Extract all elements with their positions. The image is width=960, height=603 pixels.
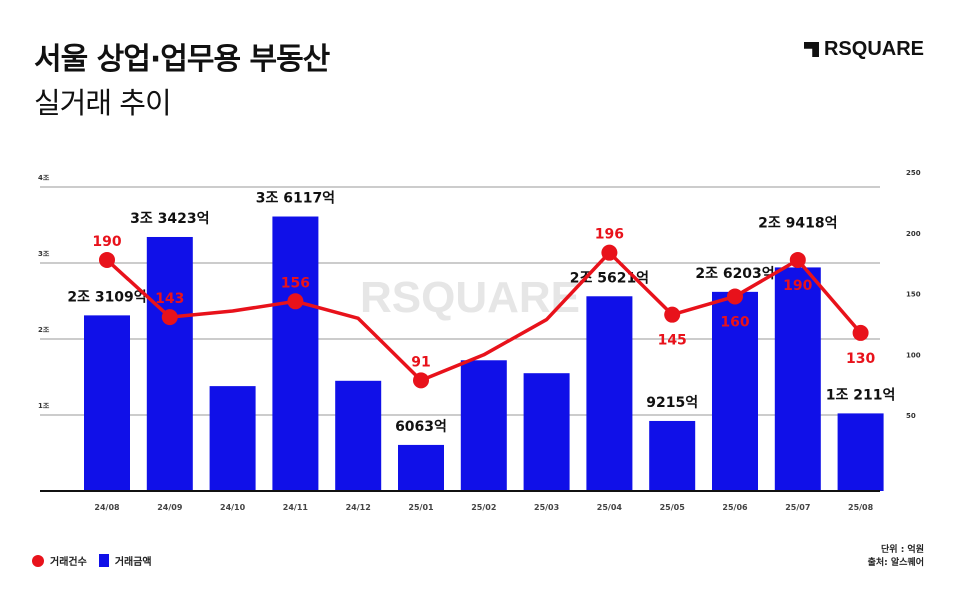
bar-25/03 xyxy=(523,373,570,491)
chart-notes: 단위 : 억원 출처: 알스퀘어 xyxy=(868,544,924,570)
count-label: 160 xyxy=(720,314,749,330)
x-axis-tick: 24/12 xyxy=(346,503,371,512)
legend-count-label: 거래건수 xyxy=(50,557,87,568)
x-axis-tick: 25/08 xyxy=(848,503,874,512)
x-axis-tick: 25/04 xyxy=(597,503,623,512)
bar-label: 3조 6117억 xyxy=(256,191,335,207)
legend: 거래건수 거래금액 xyxy=(32,553,152,568)
bar-25/05 xyxy=(649,420,696,491)
bar-24/12 xyxy=(335,380,382,491)
legend-count-marker-icon xyxy=(32,554,44,567)
bar-label: 2조 9418억 xyxy=(758,215,837,231)
left-axis-tick: 3조 xyxy=(38,250,50,258)
x-axis-tick: 25/05 xyxy=(660,503,686,512)
chart-title: 서울 상업·업무용 부동산 xyxy=(34,42,330,77)
x-axis-tick: 24/08 xyxy=(94,503,120,512)
bar-24/08 xyxy=(84,315,130,491)
legend-amount-marker-icon xyxy=(98,554,109,567)
bar-25/06 xyxy=(712,291,758,491)
left-axis-tick: 4조 xyxy=(38,174,50,182)
x-axis-tick: 24/11 xyxy=(283,503,309,512)
left-axis-tick: 2조 xyxy=(38,326,50,334)
bar-label: 3조 3423억 xyxy=(130,211,209,227)
count-point-25/07 xyxy=(789,251,806,268)
count-point-24/11 xyxy=(287,293,304,310)
bar-label: 2조 3109억 xyxy=(67,289,146,305)
count-label: 91 xyxy=(411,354,430,370)
x-axis-tick: 24/09 xyxy=(157,503,183,512)
bar-label: 2조 6203억 xyxy=(695,266,774,282)
watermark-text: RSQUARE xyxy=(360,273,580,322)
x-axis-tick: 25/06 xyxy=(722,503,748,512)
right-axis-tick: 250 xyxy=(906,169,921,177)
count-point-24/08 xyxy=(99,251,115,268)
count-label: 143 xyxy=(155,291,184,307)
count-label: 145 xyxy=(658,333,687,349)
count-label: 130 xyxy=(846,351,875,367)
source-note: 출처: 알스퀘어 xyxy=(867,558,924,568)
right-axis-tick: 150 xyxy=(906,291,921,299)
bar-24/09 xyxy=(146,236,193,491)
count-label: 156 xyxy=(281,275,310,291)
bar-label: 6063억 xyxy=(395,419,447,435)
left-axis-tick: 1조 xyxy=(38,402,50,410)
count-point-25/05 xyxy=(664,306,681,323)
chart-subtitle: 실거래 추이 xyxy=(34,86,172,120)
count-label: 190 xyxy=(92,234,121,250)
rsquare-logo: RSQUARE xyxy=(803,38,924,61)
right-axis-tick: 200 xyxy=(906,230,921,238)
count-point-25/04 xyxy=(601,244,618,261)
bar-25/04 xyxy=(586,296,633,491)
count-label: 190 xyxy=(783,278,812,294)
x-axis-tick: 25/07 xyxy=(785,503,810,512)
count-point-24/09 xyxy=(161,309,178,326)
count-point-25/06 xyxy=(727,288,743,305)
unit-note: 단위 : 억원 xyxy=(881,545,924,555)
bar-24/11 xyxy=(272,216,319,491)
bar-label: 9215억 xyxy=(646,395,698,411)
count-label: 196 xyxy=(595,227,624,243)
x-axis-tick: 25/01 xyxy=(408,503,434,512)
bar-25/08 xyxy=(837,413,884,491)
bar-25/07 xyxy=(774,267,821,491)
x-axis-tick: 25/02 xyxy=(471,503,496,512)
bar-label: 1조 211억 xyxy=(826,387,896,403)
x-axis-tick: 25/03 xyxy=(534,503,559,512)
bar-25/02 xyxy=(460,360,507,491)
logo-text: RSQUARE xyxy=(823,38,924,60)
bar-25/01 xyxy=(398,444,444,491)
x-axis-tick: 24/10 xyxy=(220,503,246,512)
count-point-25/01 xyxy=(413,372,429,389)
bar-24/10 xyxy=(209,386,256,491)
count-point-25/08 xyxy=(852,324,869,341)
right-axis-tick: 100 xyxy=(906,351,921,359)
right-axis-tick: 50 xyxy=(906,412,916,420)
legend-amount-label: 거래금액 xyxy=(114,557,152,568)
